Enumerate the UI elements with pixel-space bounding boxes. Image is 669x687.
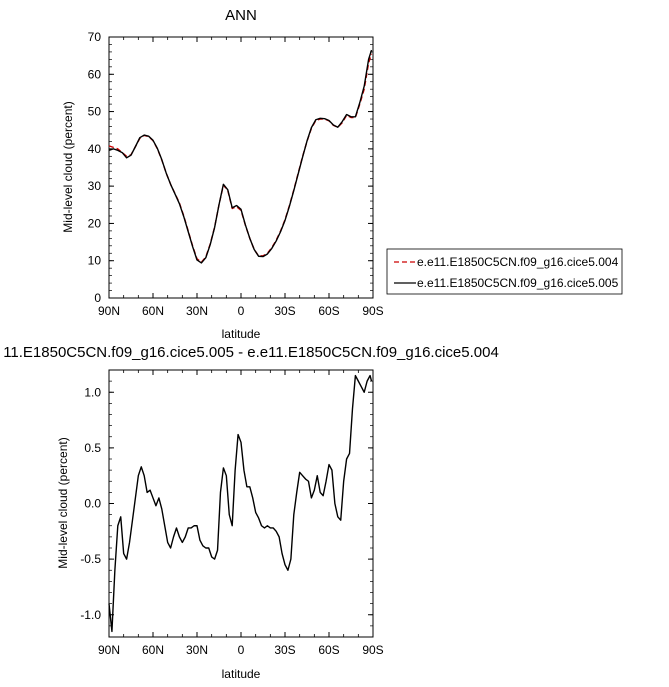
legend-entry: e.e11.E1850C5CN.f09_g16.cice5.005 [417,276,619,290]
chart-title: 11.E1850C5CN.f09_g16.cice5.005 - e.e11.E… [3,344,499,361]
y-axis-label: Mid-level cloud (percent) [56,437,70,568]
y-tick-label: 40 [88,142,102,156]
series-line-1 [108,49,373,264]
y-tick-label: 30 [88,179,102,193]
y-tick-label: 10 [88,254,102,268]
top-chart: ANN 90N 60N 30N 0 30S 60S 90S 0 10 20 30 40 50 60 70 l… [61,7,384,341]
x-tick-label: 90S [362,643,383,657]
series-line-0 [108,53,373,263]
x-tick-label: 60S [318,643,339,657]
y-axis-label: Mid-level cloud (percent) [61,101,75,232]
y-tick-label: 0 [94,291,101,305]
y-tick-label: 60 [88,67,102,81]
x-tick-label: 0 [238,643,245,657]
x-tick-label: 60S [318,304,339,318]
bottom-chart: 11.E1850C5CN.f09_g16.cice5.005 - e.e11.E… [3,344,499,681]
x-tick-label: 30N [186,304,208,318]
x-axis-label: latitude [222,667,261,681]
x-tick-label: 90N [98,304,120,318]
legend-box [386,248,623,295]
y-tick-label: 70 [88,30,102,44]
x-tick-label: 0 [238,304,245,318]
y-tick-label: 50 [88,105,102,119]
plot-frame [108,369,374,638]
y-tick-label: -0.5 [80,552,101,566]
y-tick-label: 0.0 [84,497,101,511]
chart-title: ANN [225,7,257,24]
x-tick-label: 90S [362,304,383,318]
x-tick-label: 60N [142,643,164,657]
y-tick-label: 1.0 [84,385,101,399]
series-line-0 [108,374,373,633]
y-tick-label: 20 [88,216,102,230]
y-tick-label: -1.0 [80,608,101,622]
plot-frame [108,36,374,299]
x-tick-label: 90N [98,643,120,657]
x-tick-label: 30S [274,643,295,657]
legend: e.e11.E1850C5CN.f09_g16.cice5.004 e.e11.… [386,248,623,295]
x-tick-label: 60N [142,304,164,318]
y-tick-label: 0.5 [84,441,101,455]
x-tick-label: 30N [186,643,208,657]
x-tick-label: 30S [274,304,295,318]
x-axis-label: latitude [222,327,261,341]
legend-entry: e.e11.E1850C5CN.f09_g16.cice5.004 [417,255,619,269]
